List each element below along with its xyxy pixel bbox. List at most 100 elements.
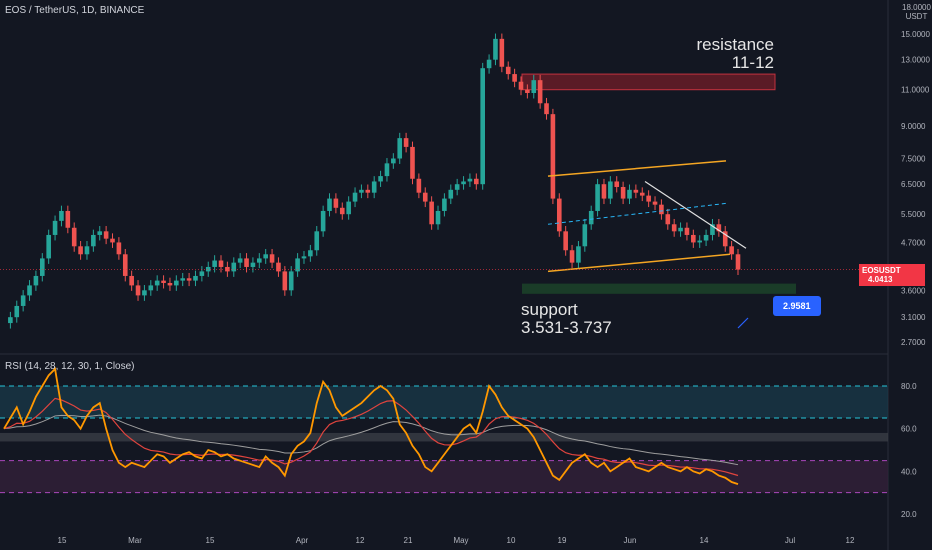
price-axis-label: 5.5000 [901,210,926,219]
candle-body [346,201,351,215]
candle-body [735,254,741,270]
candle-body [269,254,275,263]
candle-body [671,224,677,232]
candle-body [129,275,134,286]
candle-body [627,189,632,199]
candle-body [614,181,620,187]
candle-body [678,227,683,232]
candle-body [33,275,39,286]
rsi-axis-label: 60.0 [901,425,917,434]
channel-lower-line [547,253,731,273]
candle-body [371,181,377,193]
candle-body [454,184,460,190]
candle-body [620,186,626,199]
candle-body [448,189,454,199]
candle-body [582,224,588,247]
candle-body [180,278,186,281]
candle-body [397,138,403,159]
rsi-axis-label: 80.0 [901,382,917,391]
time-axis-label: Mar [128,536,142,545]
candle-body [646,195,651,202]
candle-body [193,275,198,281]
candle-body [518,81,524,90]
target-price-label[interactable]: 2.9581 [773,296,821,316]
candle-body [499,38,505,67]
candle-body [665,214,671,225]
candle-body [263,254,268,259]
candle-body [46,234,51,259]
candle-body [39,258,45,276]
candle-body [525,89,530,94]
candle-body [320,210,326,232]
candle-body [729,246,734,255]
candle-body [199,271,205,276]
candle-body [601,184,607,199]
candle-body [78,246,83,255]
time-axis-label: 15 [58,536,67,545]
candle-body [467,178,473,182]
candle-body [703,234,709,241]
candle-body [174,280,179,286]
candle-body [167,282,173,286]
candle-body [697,240,703,243]
price-axis-label: 3.6000 [901,286,926,295]
candle-body [403,138,409,147]
candle-body [710,224,715,235]
candle-body [422,192,428,202]
rsi-oversold-zone [0,460,888,493]
candle-body [161,280,166,283]
candle-body [154,280,160,286]
time-axis-label: 12 [846,536,855,545]
rsi-signal-line [3,397,739,477]
currency-label: 18.0000 USDT [902,3,931,21]
candle-body [110,238,115,243]
price-axis-label: 6.5000 [901,180,926,189]
candle-body [652,201,658,205]
time-axis-label: Jun [624,536,637,545]
candle-body [461,181,466,185]
candle-body [512,74,517,82]
candle-body [142,290,147,296]
candle-body [352,192,358,202]
channel-mid-line [547,202,729,225]
candle-body [237,258,243,263]
candle-body [308,250,313,257]
candle-body [435,210,441,225]
candle-body [378,176,383,182]
candle-body [442,198,447,211]
candle-body [218,260,224,267]
price-axis-label: 9.0000 [901,122,926,131]
price-axis-label: 2.7000 [901,338,926,347]
price-axis-label: 11.0000 [901,86,930,95]
resistance-zone [521,73,776,91]
candle-body [416,178,422,193]
candle-body [691,234,696,243]
candle-body [595,184,600,211]
support-zone [522,283,796,294]
time-axis-label: 14 [700,536,709,545]
rsi-title: RSI (14, 28, 12, 30, 1, Close) [5,361,135,372]
candle-body [14,305,20,318]
candle-body [244,258,249,267]
time-axis-label: 10 [507,536,516,545]
candle-body [684,227,690,235]
resistance-annotation: resistance 11-12 [696,35,774,72]
candle-body [205,266,211,272]
candle-body [608,181,613,199]
candle-body [212,260,217,267]
candle-body [576,246,581,263]
target-pointer [737,317,749,329]
candle-body [410,146,415,179]
candle-body [480,68,485,185]
candle-body [550,114,556,199]
rsi-mid-zone [0,432,888,442]
time-axis-label: 12 [356,536,365,545]
candle-body [20,295,26,306]
candle-body [722,231,728,247]
candle-body [8,317,13,324]
candle-body [103,231,109,239]
time-axis-label: May [453,536,468,545]
candle-body [97,231,103,235]
candle-body [633,189,639,193]
